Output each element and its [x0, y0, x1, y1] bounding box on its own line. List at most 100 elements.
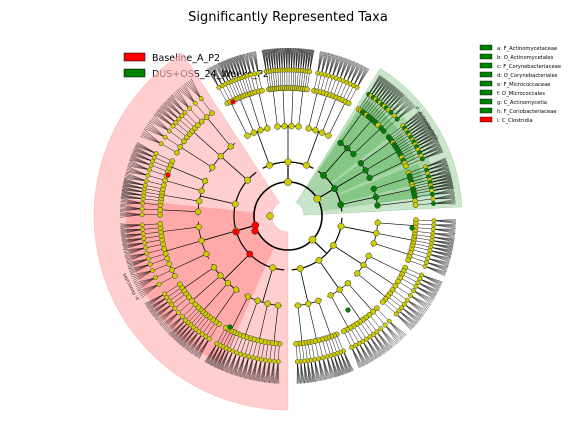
leaf-node — [170, 123, 176, 129]
order-node — [288, 122, 295, 130]
branch-leaf — [130, 270, 153, 276]
leaf-node — [156, 281, 162, 287]
branch-leaf — [227, 352, 237, 373]
branch-leaf — [210, 67, 220, 88]
leaf-node — [142, 182, 148, 188]
leaf-node — [378, 326, 384, 332]
branch-class — [340, 225, 377, 234]
branch-leaf — [132, 270, 153, 281]
branch-family — [146, 180, 164, 186]
branch-leaf — [211, 346, 224, 366]
branch-leaf — [226, 351, 233, 373]
branch-leaf — [240, 355, 245, 378]
branch-leaf — [410, 295, 429, 308]
branch-family — [333, 79, 340, 97]
branch-order — [282, 88, 285, 127]
family-node — [402, 163, 409, 169]
order-node — [233, 286, 240, 293]
leaf-node — [404, 297, 410, 303]
branch-leaf — [406, 118, 425, 131]
leaf-node — [179, 113, 185, 119]
branch-leaf — [431, 184, 454, 189]
branch-leaf — [121, 190, 144, 196]
branch-leaf — [254, 358, 258, 381]
branch-leaf — [120, 223, 143, 226]
branch-leaf — [366, 339, 378, 359]
leaf-node — [415, 280, 421, 286]
branch-leaf — [426, 262, 448, 269]
branch-leaf — [120, 229, 143, 231]
branch-family — [350, 327, 360, 344]
branch-leaf — [150, 300, 170, 313]
branch-leaf — [155, 304, 172, 320]
branch-leaf — [314, 359, 320, 382]
branch-family — [336, 334, 344, 352]
branch-leaf — [179, 87, 196, 104]
family-node — [161, 246, 168, 252]
branch-leaf — [410, 295, 428, 311]
branch-leaf — [407, 300, 424, 316]
branch-leaf — [386, 92, 403, 109]
class-node — [320, 171, 327, 179]
branch-family — [254, 73, 259, 92]
leaf-node — [371, 331, 376, 337]
key-swatch — [479, 80, 493, 87]
branch-family — [392, 132, 408, 144]
branch-leaf — [427, 258, 449, 266]
legend-swatch-treatment — [123, 68, 146, 78]
branch-leaf — [160, 106, 176, 123]
branch-leaf — [255, 51, 259, 74]
branch-leaf — [158, 109, 176, 123]
order-node — [373, 230, 380, 237]
branch-leaf — [433, 224, 456, 228]
branch-leaf — [121, 233, 144, 236]
key-swatch — [479, 62, 493, 69]
class-node — [269, 264, 277, 272]
branch-family — [401, 274, 418, 283]
branch-family — [150, 258, 168, 265]
branch-family — [172, 125, 188, 138]
branch-leaf — [356, 68, 370, 88]
branch-leaf — [246, 357, 254, 379]
branch-order — [373, 243, 411, 256]
branch-leaf — [193, 336, 206, 355]
branch-leaf — [122, 242, 145, 247]
branch-leaf — [314, 359, 318, 382]
leaf-node — [234, 350, 240, 356]
branch-leaf — [180, 329, 196, 346]
family-node — [157, 220, 164, 227]
branch-family — [142, 223, 161, 226]
branch-family — [405, 158, 423, 167]
branch-family — [390, 127, 405, 140]
branch-leaf — [415, 286, 435, 299]
branch-leaf — [174, 324, 191, 341]
branch-leaf — [266, 360, 270, 383]
family-node — [412, 202, 419, 208]
branch-leaf — [150, 119, 170, 132]
leaf-node — [367, 334, 373, 340]
branch-leaf — [310, 360, 313, 383]
branch-leaf — [383, 90, 400, 107]
branch-order — [347, 283, 374, 312]
branch-leaf — [326, 356, 331, 379]
branch-leaf — [433, 199, 456, 204]
branch-order — [368, 255, 403, 274]
branch-leaf — [343, 61, 354, 81]
branch-leaf — [433, 228, 456, 234]
branch-family — [195, 103, 207, 118]
branch-family — [365, 317, 378, 332]
branch-family — [145, 243, 164, 249]
branch-leaf — [433, 224, 456, 229]
branch-family — [380, 115, 395, 129]
branch-leaf — [433, 200, 456, 204]
branch-leaf — [189, 79, 202, 99]
leaf-node — [176, 310, 181, 316]
leaf-node — [165, 172, 171, 178]
branch-leaf — [165, 316, 183, 332]
branch-leaf — [146, 125, 166, 138]
branch-leaf — [127, 258, 149, 266]
branch-leaf — [190, 334, 203, 353]
branch-order — [214, 289, 237, 321]
order-node — [264, 300, 271, 307]
branch-leaf — [122, 242, 145, 245]
